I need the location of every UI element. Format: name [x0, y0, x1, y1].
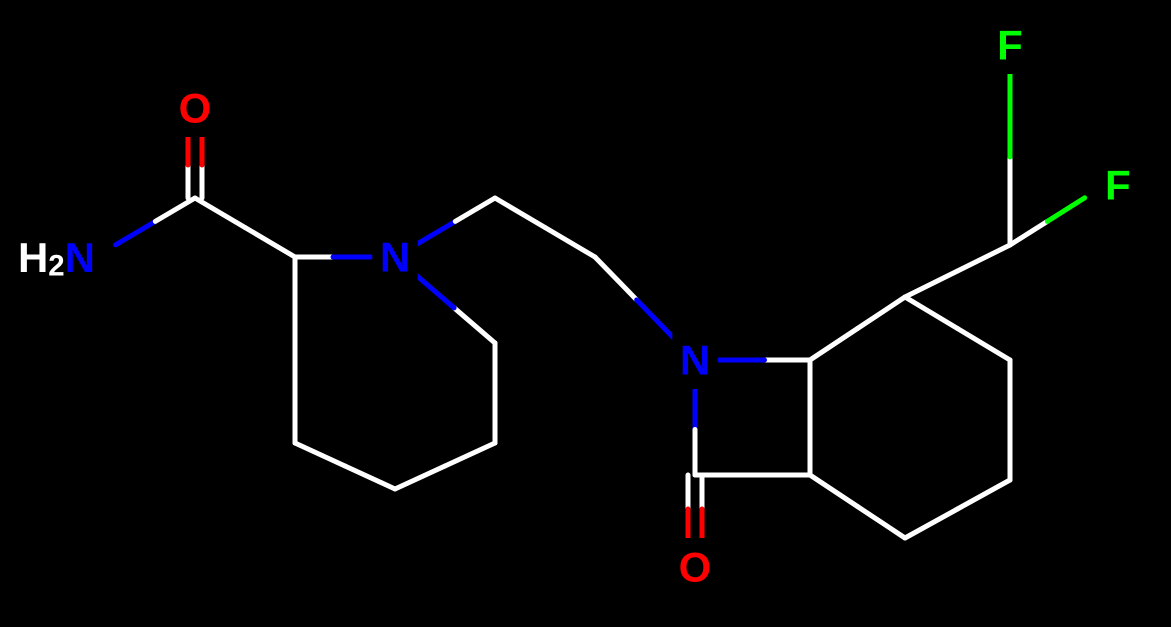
bond-segment [445, 443, 495, 466]
atom-labels-group: H2NONNOFF [12, 16, 1142, 596]
atom-label-N: N [380, 234, 410, 281]
bond-segment [958, 480, 1011, 509]
bond-segment [1047, 198, 1084, 222]
bond-segment [905, 297, 958, 329]
bond-segment [195, 198, 245, 228]
bond-segment [858, 507, 906, 539]
bond-segment [295, 443, 345, 466]
atom-label-F: F [997, 22, 1023, 69]
bond-segment [454, 308, 495, 343]
bonds-group [116, 69, 1085, 543]
bond-segment [810, 475, 858, 507]
atom-label-F: F [1105, 162, 1131, 209]
bond-segment [245, 228, 295, 258]
bond-segment [345, 466, 395, 489]
bond-segment [810, 329, 858, 361]
bond-segment [858, 297, 906, 329]
bond-segment [637, 300, 679, 343]
bond-segment [595, 257, 637, 300]
molecule-diagram: H2NONNOFF [0, 0, 1171, 627]
atom-label-O: O [679, 544, 712, 591]
bond-segment [905, 271, 958, 297]
bond-segment [958, 245, 1011, 271]
atom-label-O: O [179, 85, 212, 132]
bond-segment [495, 198, 545, 228]
bond-segment [958, 329, 1011, 361]
atom-label-N: N [680, 337, 710, 384]
bond-segment [545, 228, 595, 258]
bond-segment [455, 198, 495, 221]
bond-segment [416, 221, 456, 244]
bond-segment [1010, 221, 1047, 245]
bond-segment [155, 198, 195, 221]
bond-segment [413, 273, 454, 308]
bond-segment [395, 466, 445, 489]
bond-segment [116, 221, 156, 244]
bond-segment [905, 509, 958, 538]
